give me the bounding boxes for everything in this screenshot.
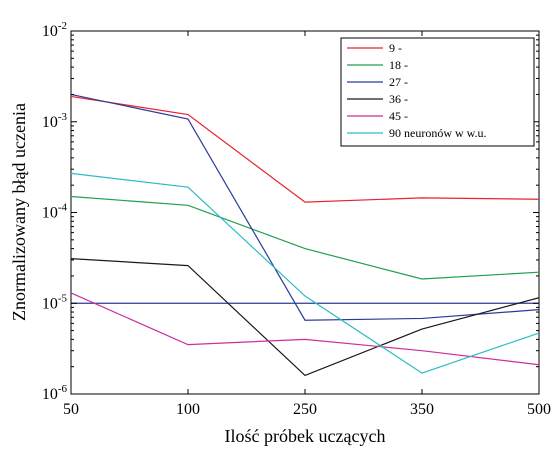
series-line-1: [70, 95, 540, 203]
y-tick-label: 10-2: [42, 20, 67, 40]
legend-box: [340, 37, 535, 147]
legend-label-1: 9 -: [389, 41, 402, 55]
y-axis-label: Znormalizowany błąd uczenia: [9, 103, 29, 321]
legend-label-2: 18 -: [389, 58, 408, 72]
legend-label-5: 45 -: [389, 109, 408, 123]
x-tick-label: 50: [63, 401, 79, 418]
y-tick-labels: 10-6 10-5 10-4 10-3 10-2: [42, 20, 68, 403]
series-lines: [70, 93, 540, 377]
x-tick-label: 250: [293, 401, 317, 418]
series-line-6: [70, 172, 540, 374]
series-line-4: [70, 258, 540, 377]
x-tick-label: 350: [410, 401, 434, 418]
legend-label-4: 36 -: [389, 92, 408, 106]
x-tick-label: 500: [527, 401, 551, 418]
x-tick-label: 100: [176, 401, 200, 418]
x-axis-label: Ilość próbek uczących: [225, 426, 386, 446]
series-line-2: [70, 195, 540, 280]
x-tick-labels: 50 100 250 350 500: [63, 401, 551, 418]
y-tick-label: 10-4: [42, 202, 68, 222]
y-tick-label: 10-6: [42, 383, 68, 403]
axis-ticks: [70, 30, 540, 395]
legend-label-3: 27 -: [389, 75, 408, 89]
y-tick-label: 10-5: [42, 292, 68, 312]
legend-label-6: 90 neuronów w w.u.: [389, 126, 487, 140]
y-tick-label: 10-3: [42, 111, 68, 131]
series-line-5: [70, 292, 540, 366]
legend: 9 - 18 - 27 - 36 - 45 - 90 neuronów w w.u.: [340, 37, 535, 147]
series-line-3: [70, 93, 540, 321]
